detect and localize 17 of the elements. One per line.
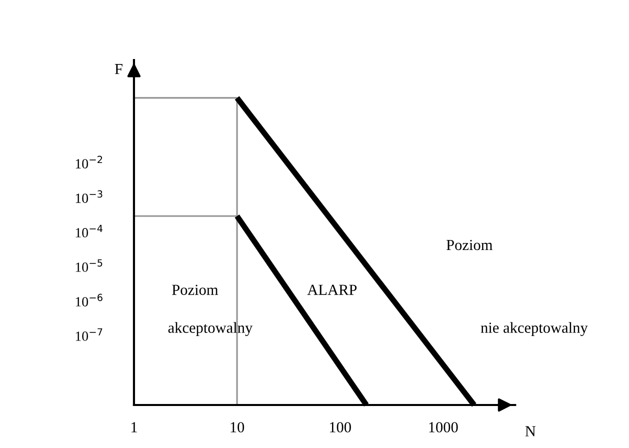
annotation: nie akceptowalny — [480, 322, 588, 336]
x-tick-label: 1000 — [429, 422, 458, 432]
y-axis-title: F — [114, 64, 122, 74]
x-tick-label: 10 — [230, 422, 244, 432]
annotation: Poziom — [172, 284, 218, 295]
x-tick-label: 100 — [330, 422, 351, 432]
y-tick-label: 10$^{−3}$ — [76, 190, 102, 203]
annotation: Poziom — [446, 240, 493, 250]
annotation: ALARP — [307, 284, 357, 295]
y-tick-label: 10$^{−6}$ — [76, 294, 102, 306]
y-tick-label: 10$^{−4}$ — [76, 224, 102, 238]
x-axis-title: N — [525, 426, 536, 436]
y-tick-label: 10$^{−2}$ — [76, 156, 102, 168]
annotation: akceptowalny — [168, 322, 253, 336]
y-tick-label: 10$^{−5}$ — [76, 259, 102, 272]
x-tick-label: 1 — [132, 422, 137, 432]
y-tick-label: 10$^{−7}$ — [76, 328, 102, 341]
